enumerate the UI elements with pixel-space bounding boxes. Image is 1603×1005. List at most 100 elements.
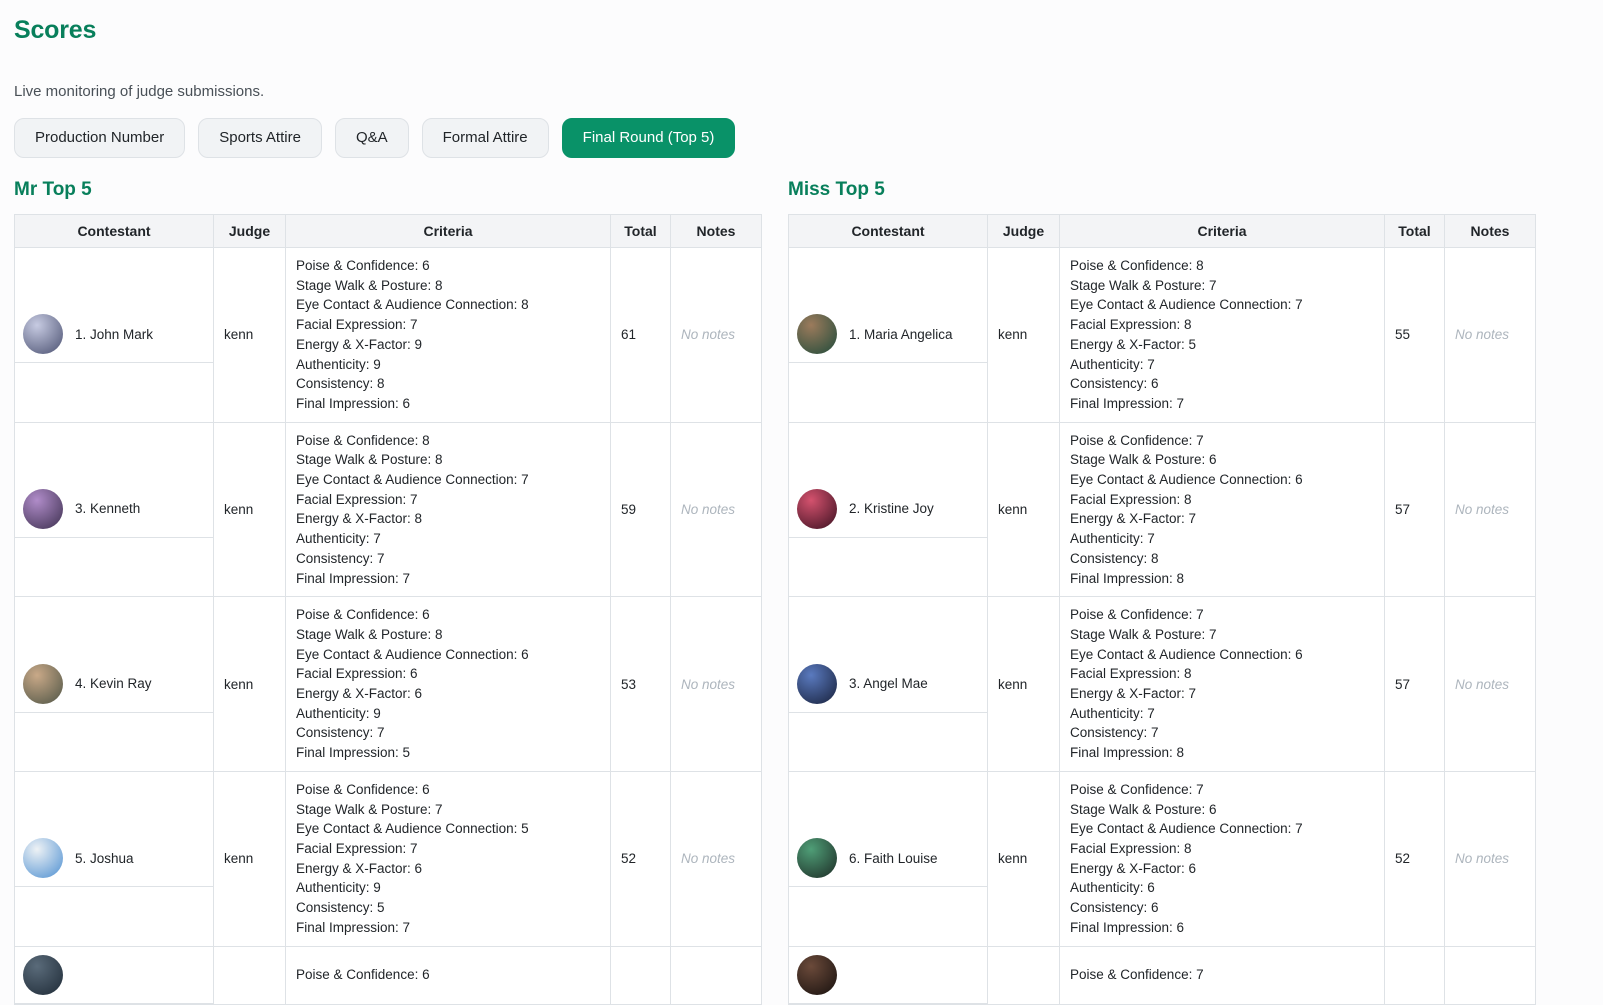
- round-tabs: Production Number Sports Attire Q&A Formal …: [14, 118, 1589, 158]
- criteria-line: Eye Contact & Audience Connection: 6: [1070, 646, 1303, 662]
- criteria-line: Energy & X-Factor: 6: [296, 860, 423, 876]
- criteria-line: Final Impression: 8: [1070, 745, 1185, 761]
- criteria-line: Energy & X-Factor: 9: [296, 336, 423, 352]
- criteria-line: Authenticity: 7: [1070, 356, 1155, 372]
- criteria-line: Stage Walk & Posture: 7: [1070, 277, 1217, 293]
- contestant-cell: 1. John Mark: [14, 247, 214, 423]
- criteria-line: Final Impression: 6: [296, 395, 411, 411]
- criteria-line: Poise & Confidence: 6: [296, 781, 430, 797]
- criteria-line: Poise & Confidence: 6: [296, 607, 430, 623]
- contestant-avatar: [797, 663, 837, 704]
- criteria-line: Poise & Confidence: 6: [296, 967, 430, 983]
- contestant-avatar: [797, 488, 837, 529]
- column-header-total: Total: [610, 214, 671, 248]
- contestant-cell: [788, 945, 988, 1005]
- contestant-cell: 2. Kristine Joy: [788, 421, 988, 598]
- section-title-miss-top-5: Miss Top 5: [788, 179, 885, 200]
- criteria-line: Authenticity: 6: [1070, 880, 1155, 896]
- criteria-line: Eye Contact & Audience Connection: 6: [296, 646, 529, 662]
- criteria-line: Facial Expression: 7: [296, 317, 418, 333]
- tab-production-number[interactable]: Production Number: [14, 118, 186, 158]
- criteria-cell: Poise & Confidence: 7: [1059, 945, 1385, 1005]
- contestant-box: 2. Kristine Joy: [789, 481, 987, 538]
- scores-table: Contestant Judge Criteria Total Notes 1. Joh…: [14, 214, 762, 1005]
- criteria-line: Energy & X-Factor: 5: [1070, 336, 1197, 352]
- criteria-cell: Poise & Confidence: 6: [285, 945, 611, 1005]
- tab-final-round-top-5[interactable]: Final Round (Top 5): [561, 118, 736, 158]
- criteria-line: Eye Contact & Audience Connection: 8: [296, 297, 529, 313]
- criteria-line: Energy & X-Factor: 6: [296, 686, 423, 702]
- criteria-line: Poise & Confidence: 6: [296, 258, 430, 273]
- column-header-criteria: Criteria: [1059, 214, 1385, 248]
- contestant-box: [15, 947, 213, 1004]
- criteria-line: Stage Walk & Posture: 7: [296, 801, 443, 817]
- criteria-line: Energy & X-Factor: 8: [296, 511, 423, 527]
- contestant-name: 2. Kristine Joy: [849, 501, 934, 517]
- criteria-line: Consistency: 6: [1070, 376, 1159, 392]
- tab-q-a[interactable]: Q&A: [334, 118, 409, 158]
- criteria-line: Stage Walk & Posture: 8: [296, 452, 443, 468]
- column-header-judge: Judge: [987, 214, 1060, 248]
- notes-cell: No notes: [1444, 770, 1536, 947]
- contestant-cell: 3. Angel Mae: [788, 596, 988, 772]
- contestant-box: 4. Kevin Ray: [15, 656, 213, 713]
- contestant-name: 1. John Mark: [75, 326, 154, 342]
- page-subtitle: Live monitoring of judge submissions.: [14, 83, 265, 100]
- contestant-box: 1. John Mark: [15, 306, 213, 364]
- notes-cell: No notes: [670, 421, 762, 598]
- criteria-line: Poise & Confidence: 8: [1070, 258, 1204, 273]
- notes-cell: No notes: [670, 770, 762, 947]
- page-title: Scores: [14, 16, 97, 44]
- contestant-box: [789, 947, 987, 1004]
- criteria-line: Authenticity: 9: [296, 356, 381, 372]
- total-cell: 61: [610, 247, 671, 423]
- criteria-line: Eye Contact & Audience Connection: 7: [1070, 821, 1303, 837]
- criteria-cell: Poise & Confidence: 6 Stage Walk & Postur…: [285, 770, 611, 947]
- criteria-line: Consistency: 8: [1070, 550, 1159, 566]
- contestant-name: 3. Angel Mae: [849, 676, 928, 692]
- criteria-line: Eye Contact & Audience Connection: 7: [1070, 297, 1303, 313]
- criteria-line: Energy & X-Factor: 6: [1070, 860, 1197, 876]
- criteria-line: Authenticity: 9: [296, 880, 381, 896]
- total-cell: [610, 945, 671, 1005]
- miss-top-5-section: Miss Top 5 Contestant Judge Criteria Total N…: [788, 179, 1536, 1005]
- criteria-line: Facial Expression: 6: [296, 666, 418, 682]
- total-cell: 52: [610, 770, 671, 947]
- criteria-cell: Poise & Confidence: 8 Stage Walk & Postur…: [285, 421, 611, 598]
- total-cell: 53: [610, 596, 671, 772]
- judge-cell: kenn: [213, 596, 286, 772]
- table-row: 1. Maria Angelica kenn Poise & Confidenc…: [788, 247, 1536, 423]
- criteria-line: Eye Contact & Audience Connection: 7: [296, 472, 529, 488]
- judge-cell: [987, 945, 1060, 1005]
- criteria-line: Poise & Confidence: 7: [1070, 607, 1204, 623]
- criteria-line: Final Impression: 6: [1070, 919, 1185, 935]
- tab-formal-attire[interactable]: Formal Attire: [421, 118, 549, 158]
- judge-cell: kenn: [213, 421, 286, 598]
- table-header-row: Contestant Judge Criteria Total Notes: [14, 214, 762, 248]
- column-header-judge: Judge: [213, 214, 286, 248]
- criteria-line: Facial Expression: 8: [1070, 491, 1192, 507]
- table-header-row: Contestant Judge Criteria Total Notes: [788, 214, 1536, 248]
- criteria-line: Eye Contact & Audience Connection: 6: [1070, 472, 1303, 488]
- criteria-line: Authenticity: 7: [1070, 531, 1155, 547]
- tab-sports-attire[interactable]: Sports Attire: [198, 118, 322, 158]
- table-row: 3. Angel Mae kenn Poise & Confidence: 7 S…: [788, 596, 1536, 772]
- total-cell: 55: [1384, 247, 1445, 423]
- table-row: 6. Faith Louise kenn Poise & Confidence:…: [788, 770, 1536, 947]
- contestant-avatar: [797, 314, 837, 355]
- criteria-line: Stage Walk & Posture: 6: [1070, 801, 1217, 817]
- criteria-line: Final Impression: 5: [296, 745, 411, 761]
- criteria-line: Poise & Confidence: 7: [1070, 432, 1204, 448]
- contestant-box: 3. Angel Mae: [789, 656, 987, 713]
- criteria-cell: Poise & Confidence: 6 Stage Walk & Postur…: [285, 596, 611, 772]
- criteria-line: Energy & X-Factor: 7: [1070, 686, 1197, 702]
- contestant-avatar: [23, 488, 63, 529]
- section-title-mr-top-5: Mr Top 5: [14, 179, 92, 200]
- criteria-line: Poise & Confidence: 7: [1070, 967, 1204, 983]
- criteria-line: Facial Expression: 7: [296, 491, 418, 507]
- judge-cell: kenn: [987, 247, 1060, 423]
- contestant-cell: 6. Faith Louise: [788, 770, 988, 947]
- judge-cell: [213, 945, 286, 1005]
- judge-cell: kenn: [213, 770, 286, 947]
- column-header-notes: Notes: [1444, 214, 1536, 248]
